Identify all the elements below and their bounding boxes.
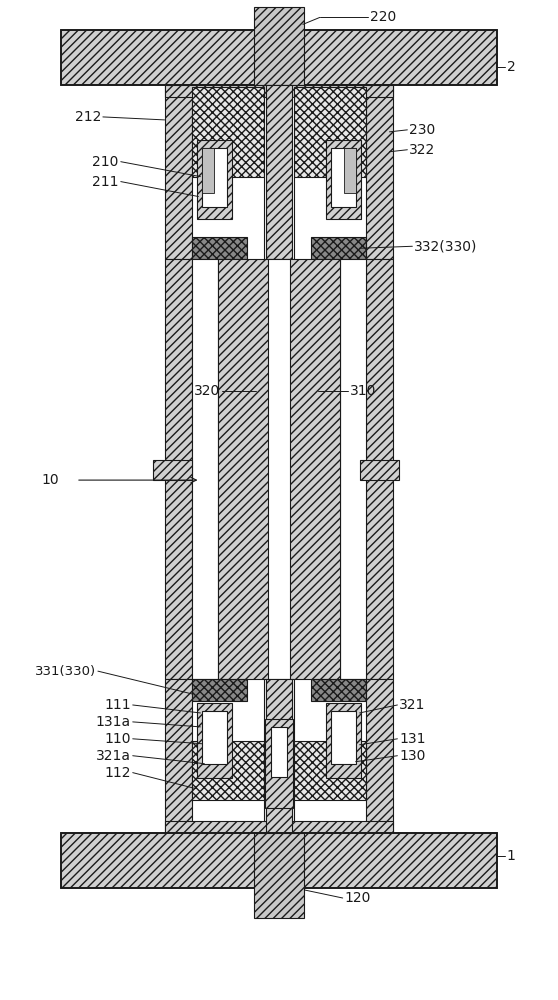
Text: 111: 111	[104, 698, 131, 712]
Bar	[326, 140, 360, 219]
Text: 310: 310	[350, 384, 376, 398]
Text: 131a: 131a	[95, 715, 131, 729]
Text: 10: 10	[41, 473, 59, 487]
Bar	[311, 679, 365, 701]
Bar	[311, 237, 365, 259]
Bar	[203, 148, 227, 207]
Bar	[165, 679, 193, 833]
Bar	[365, 259, 393, 679]
Text: 120: 120	[345, 891, 371, 905]
Bar	[153, 460, 193, 480]
Bar	[193, 741, 264, 800]
Bar	[61, 30, 497, 85]
Bar	[254, 7, 304, 85]
Text: 331(330): 331(330)	[35, 665, 96, 678]
Bar	[198, 140, 232, 219]
Bar	[271, 727, 287, 777]
Text: 230: 230	[410, 123, 436, 137]
Text: 332(330): 332(330)	[415, 239, 478, 253]
Bar	[264, 679, 266, 821]
Bar	[61, 833, 497, 888]
Text: 131: 131	[400, 732, 426, 746]
Bar	[265, 719, 293, 808]
Bar	[165, 259, 193, 679]
Text: 2: 2	[507, 60, 516, 74]
Bar	[193, 259, 218, 679]
Text: 320: 320	[194, 384, 220, 398]
Bar	[203, 148, 214, 193]
Bar	[294, 741, 365, 800]
Bar	[61, 30, 497, 85]
Text: 1: 1	[507, 849, 516, 863]
Bar	[292, 679, 294, 821]
Text: 321: 321	[400, 698, 426, 712]
Bar	[294, 87, 365, 177]
Bar	[61, 833, 497, 888]
Bar	[359, 460, 400, 480]
Bar	[193, 679, 247, 701]
Bar	[203, 711, 227, 764]
Bar	[165, 821, 393, 833]
Bar	[264, 97, 266, 259]
Bar	[365, 679, 393, 833]
Bar	[266, 679, 292, 833]
Bar	[340, 259, 365, 679]
Bar	[218, 259, 340, 679]
Text: 322: 322	[410, 143, 436, 157]
Text: 220: 220	[369, 10, 396, 24]
Bar	[292, 97, 294, 259]
Bar	[344, 148, 355, 193]
Bar	[268, 259, 290, 679]
Text: 212: 212	[75, 110, 101, 124]
Text: 210: 210	[93, 155, 119, 169]
Text: 112: 112	[104, 766, 131, 780]
Bar	[331, 711, 355, 764]
Bar	[165, 85, 393, 97]
Bar	[198, 703, 232, 778]
Bar	[266, 85, 292, 259]
Bar	[193, 237, 247, 259]
Bar	[331, 148, 355, 207]
Text: 110: 110	[104, 732, 131, 746]
Bar	[193, 87, 264, 177]
Text: 130: 130	[400, 749, 426, 763]
Bar	[254, 833, 304, 918]
Text: 321a: 321a	[96, 749, 131, 763]
Bar	[326, 703, 360, 778]
Text: 211: 211	[92, 175, 119, 189]
Bar	[165, 85, 193, 259]
Bar	[365, 85, 393, 259]
